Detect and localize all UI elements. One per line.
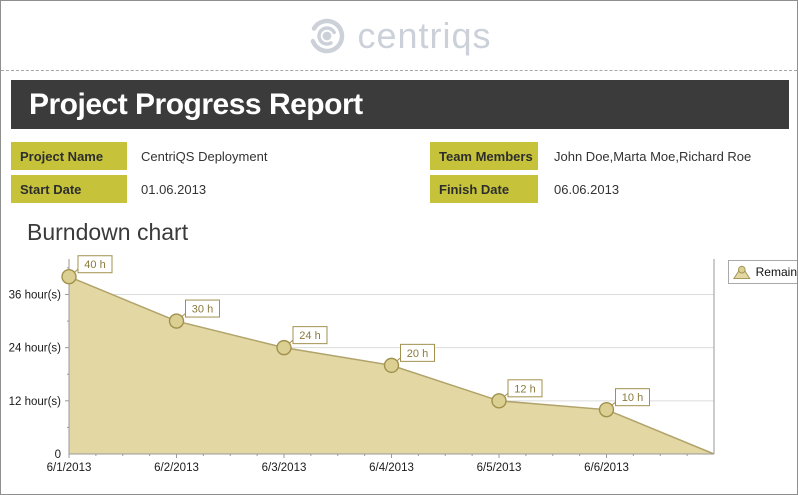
data-point-label-box <box>77 255 113 274</box>
brand-wordmark: centriqs <box>357 14 492 56</box>
start-date-value: 01.06.2013 <box>141 181 207 197</box>
remain-series-icon <box>733 265 751 280</box>
x-axis-label: 6/1/2013 <box>47 462 92 474</box>
data-point-label-box <box>292 326 328 345</box>
x-axis-label: 6/6/2013 <box>584 462 629 474</box>
data-point-label: 30 h <box>192 304 213 316</box>
project-name-value: CentriQS Deployment <box>141 148 268 164</box>
data-point-label: 40 h <box>84 259 105 271</box>
data-point-label-box <box>615 388 650 407</box>
start-date-label: Start Date <box>11 175 127 203</box>
brand-logo: centriqs <box>306 15 491 57</box>
data-point-marker[interactable] <box>491 393 507 409</box>
chart-legend[interactable]: Remain <box>728 260 797 284</box>
data-point-label: 24 h <box>299 330 320 342</box>
page-title: Project Progress Report <box>29 87 363 121</box>
y-axis-label: 36 hour(s) <box>9 289 62 301</box>
finish-date-value: 06.06.2013 <box>554 181 620 197</box>
data-point-label: 12 h <box>514 383 535 395</box>
data-point-label: 10 h <box>622 392 643 404</box>
y-axis-label: 12 hour(s) <box>9 396 62 408</box>
team-members-label: Team Members <box>430 142 538 170</box>
centriqs-spiral-icon <box>310 18 345 53</box>
x-axis-label: 6/2/2013 <box>154 462 199 474</box>
data-point-label-box <box>185 299 220 318</box>
report-title-bar: Project Progress Report <box>11 80 789 129</box>
x-axis-label: 6/5/2013 <box>477 462 522 474</box>
data-point-marker[interactable] <box>383 357 400 374</box>
remain-area <box>69 276 714 454</box>
data-point-label: 20 h <box>407 348 428 360</box>
finish-date-label: Finish Date <box>430 175 538 203</box>
x-axis-label: 6/4/2013 <box>369 462 414 474</box>
burndown-chart: 0 12 hour(s) 24 hour(s) 36 hour(s) 6/1/2013 6… <box>9 255 715 474</box>
data-point-marker[interactable] <box>276 339 292 356</box>
project-name-label: Project Name <box>11 142 127 170</box>
data-point-marker[interactable] <box>598 401 615 418</box>
legend-series-label: Remain <box>755 265 797 279</box>
x-axis-label: 6/3/2013 <box>262 462 307 474</box>
page-header: centriqs <box>1 1 797 71</box>
y-axis-label: 0 <box>55 449 61 461</box>
data-point-marker[interactable] <box>61 269 77 285</box>
data-point-label-box <box>507 379 543 398</box>
burndown-chart-heading: Burndown chart <box>27 219 189 245</box>
data-point-marker[interactable] <box>168 313 185 329</box>
y-axis-label: 24 hour(s) <box>9 343 62 355</box>
data-point-label-box <box>400 343 435 362</box>
team-members-value: John Doe,Marta Moe,Richard Roe <box>554 148 752 164</box>
